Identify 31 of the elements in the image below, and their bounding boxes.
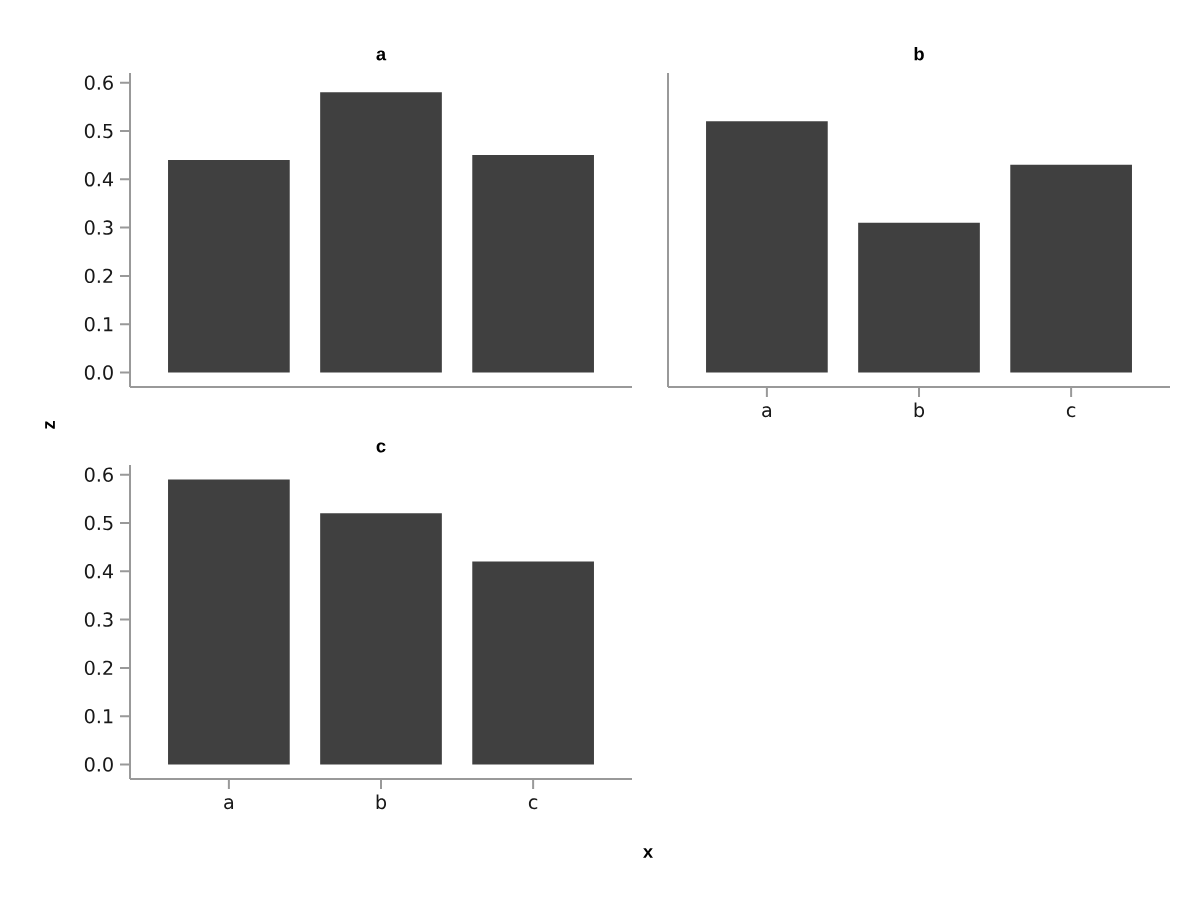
bar xyxy=(320,513,442,765)
y-tick-label: 0.5 xyxy=(84,123,113,139)
y-tick-label: 0.4 xyxy=(84,172,114,187)
x-tick-label: c xyxy=(528,798,538,810)
y-tick-label: 0.0 xyxy=(84,757,113,772)
chart-title: a xyxy=(376,50,387,61)
y-tick-label: 0.6 xyxy=(84,75,113,90)
y-tick-label: 0.1 xyxy=(84,316,113,332)
y-tick-label: 0.3 xyxy=(84,612,113,627)
x-axis-title: x xyxy=(643,848,653,858)
y-tick-label: 0.3 xyxy=(84,220,113,235)
x-tick-label: b xyxy=(914,402,925,418)
bar xyxy=(472,155,594,373)
y-tick-label: 0.1 xyxy=(84,708,113,724)
x-tick-label: b xyxy=(376,794,387,810)
chart-title: b xyxy=(914,46,924,61)
bar xyxy=(320,92,442,373)
chart-title: c xyxy=(376,442,386,453)
bar xyxy=(168,159,290,373)
bar xyxy=(168,479,290,765)
y-tick-label: 0.2 xyxy=(84,660,113,676)
x-tick-label: a xyxy=(224,798,234,810)
y-tick-label: 0.5 xyxy=(84,515,113,531)
y-axis-title: z xyxy=(45,421,55,429)
bar xyxy=(472,561,594,765)
y-tick-label: 0.6 xyxy=(84,467,113,482)
y-tick-label: 0.0 xyxy=(84,365,113,380)
y-tick-label: 0.4 xyxy=(84,564,114,579)
x-tick-label: c xyxy=(1066,406,1076,418)
x-tick-label: a xyxy=(762,406,772,418)
y-tick-label: 0.2 xyxy=(84,268,113,284)
